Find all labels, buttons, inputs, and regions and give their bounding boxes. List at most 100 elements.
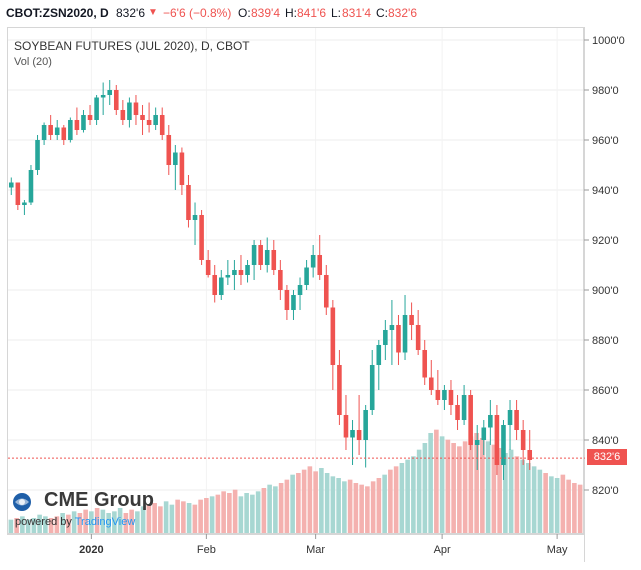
volume-bar [508,449,514,533]
candle-body [68,120,73,140]
volume-bar [152,503,157,533]
volume-bar [347,479,353,533]
volume-bar [399,463,405,533]
volume-bar [566,479,571,533]
candle-body [199,215,204,260]
chart-area[interactable] [7,27,584,534]
symbol-header: CBOT:ZSN2020, D 832'6 ▼ −6'6 (−0.8%) O: … [0,0,641,26]
volume-bar [48,518,54,533]
volume-bar [451,443,456,533]
x-tick-label: Feb [197,544,216,556]
candle-body [166,135,172,165]
candle-body [402,315,408,353]
volume-bar [198,499,203,533]
volume-bar [526,463,531,533]
volume-bar [244,493,249,533]
candle-body [146,120,152,125]
candle-body [41,125,47,140]
volume-bar [117,508,123,533]
candle-body [61,127,67,140]
candle-body [297,285,303,295]
volume-bar [20,516,25,533]
volume-bar [158,506,163,533]
high-label: H: [285,6,297,20]
y-tick-label: 980'0 [592,85,619,97]
candle-body [428,377,434,390]
volume-bar [365,486,370,533]
y-tick-label: 1000'0 [592,35,625,47]
volume-bar [37,514,42,533]
volume-bar [8,519,14,533]
volume-bar [60,513,65,533]
candle-body [323,275,329,308]
volume-bar [66,514,71,533]
chart-legend-title: SOYBEAN FUTURES (JUL 2020), D, CBOT [14,39,250,53]
candle-body [455,405,460,420]
candle-body [383,330,388,345]
high-value: 841'6 [297,6,326,20]
candle-body [422,350,428,378]
volume-bar [376,478,382,533]
volume-bar [232,489,238,533]
candle-body [514,410,519,430]
volume-bar [169,504,175,533]
candle-body [232,270,237,275]
last-price: 832'6 [116,6,145,20]
volume-bar [94,508,100,533]
candle-body [54,127,60,135]
candle-body [271,250,277,270]
volume-bar [290,474,295,533]
candle-body [205,260,211,275]
volume-bar [549,476,554,533]
volume-bar [278,483,284,533]
close-label: C: [376,6,388,20]
x-tick-label: 2020 [79,544,103,556]
volume-bar [175,499,180,533]
volume-bar [428,433,433,533]
tradingview-link[interactable]: TradingView [74,516,136,528]
candle-body [527,450,533,460]
candle-body [15,182,21,205]
candle-body [107,90,113,95]
volume-bar [411,456,416,533]
candle-body [520,430,526,450]
candle-body [494,415,500,465]
volume-bar [485,441,491,533]
price-axis-divider [584,27,585,562]
volume-bar [163,501,169,533]
y-tick-label: 820'0 [592,485,619,497]
volume-bar [112,511,117,533]
volume-bar [416,449,422,533]
volume-bar [388,469,393,533]
volume-bar [572,483,577,533]
y-tick-label: 940'0 [592,185,619,197]
time-axis-divider [7,534,585,535]
candle-body [337,365,342,415]
candle-body [461,395,467,420]
candle-body [369,365,375,410]
volume-bar [353,483,359,533]
y-tick-label: 880'0 [592,335,619,347]
candle-body [376,345,382,365]
last-price-badge: 832'6 [587,449,627,465]
candle-body [507,410,513,425]
volume-bar [123,513,129,533]
powered-by: powered by TradingView [15,516,135,528]
volume-bar [129,509,134,533]
volume-bar [100,509,106,533]
volume-bar [468,436,474,533]
volume-bar [83,509,88,533]
volume-bar [445,439,451,533]
open-value: 839'4 [251,6,280,20]
volume-bar [577,484,583,533]
candle-body [330,307,336,365]
volume-bar [405,459,410,533]
candle-body [120,110,126,120]
volume-bar [313,471,318,533]
candle-body [284,290,290,310]
candle-body [317,255,323,275]
volume-bar [267,484,272,533]
volume-bar [204,498,209,533]
volume-bar [520,459,525,533]
